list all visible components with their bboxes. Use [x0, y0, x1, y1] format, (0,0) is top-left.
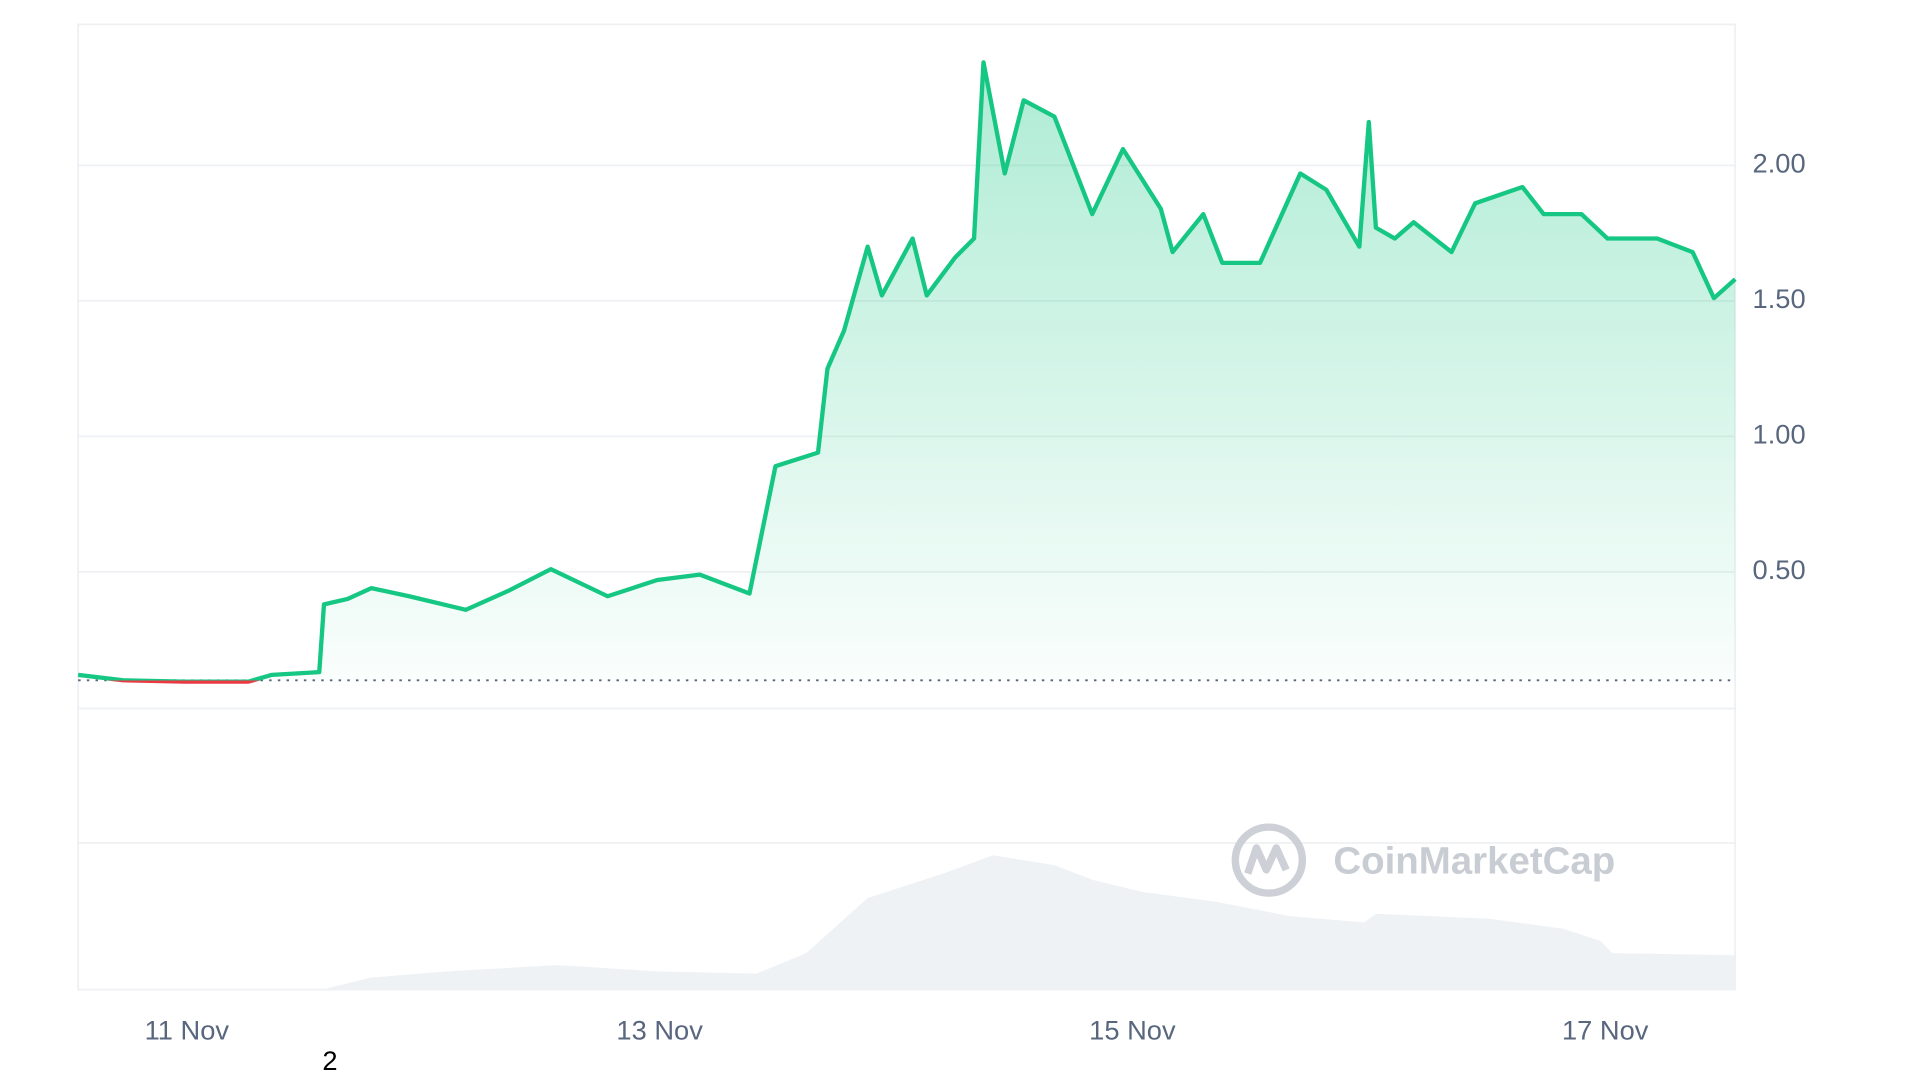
watermark: CoinMarketCap: [1333, 840, 1615, 883]
y-tick-label: 2.00: [1753, 148, 1806, 179]
x-tick-label: 17 Nov: [1562, 1015, 1649, 1046]
y-tick-label: 0.50: [1753, 554, 1806, 585]
x-tick-label: 13 Nov: [616, 1015, 703, 1046]
y-tick-label: 1.50: [1753, 283, 1806, 314]
watermark-logo: [1231, 823, 1307, 897]
price-line: [77, 60, 1737, 684]
y-tick-label: 1.00: [1753, 419, 1806, 450]
x-tick-label: 11 Nov: [145, 1015, 230, 1046]
annotation: 2: [322, 1045, 337, 1076]
volume-area: [78, 855, 1736, 990]
x-tick-label: 15 Nov: [1089, 1015, 1176, 1046]
price-area: [78, 62, 1736, 682]
